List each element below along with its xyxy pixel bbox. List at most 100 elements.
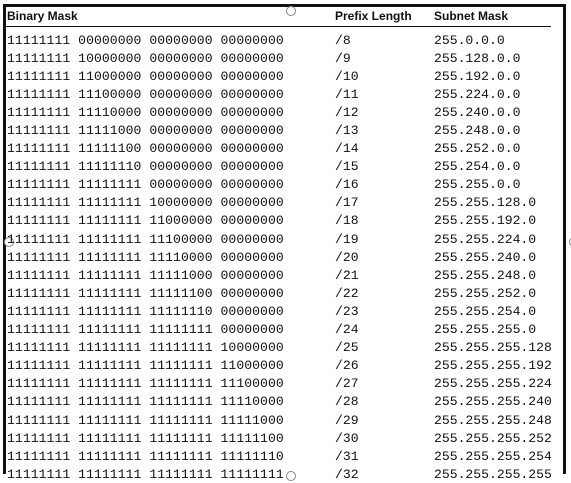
binary-mask-cell: 11111111 11111111 00000000 00000000	[7, 177, 284, 193]
subnet-mask-cell: 255.255.224.0	[434, 231, 537, 247]
prefix-length-cell: /25	[335, 340, 359, 356]
subnet-mask-cell: 255.224.0.0	[434, 86, 521, 102]
binary-mask-cell: 11111111 10000000 00000000 00000000	[7, 50, 284, 66]
binary-mask-cell: 11111111 11111111 11111000 00000000	[7, 267, 284, 283]
prefix-length-cell: /31	[335, 448, 359, 464]
subnet-mask-cell: 255.255.255.224	[434, 376, 552, 392]
table-header: Binary Mask Prefix Length Subnet Mask	[6, 7, 564, 25]
prefix-length-cell: /17	[335, 195, 359, 211]
prefix-length-cell: /15	[335, 159, 359, 175]
table-row: 11111111 11111111 11111111 00000000/24 25…	[6, 321, 564, 339]
prefix-length-cell: /21	[335, 267, 359, 283]
prefix-length-cell: /13	[335, 123, 359, 139]
subnet-mask-cell: 255.255.252.0	[434, 285, 537, 301]
binary-mask-cell: 11111111 11111111 11111111 11111100	[7, 430, 284, 446]
subnet-mask-cell: 255.255.255.254	[434, 448, 552, 464]
table-row: 11111111 11100000 00000000 00000000/11 25…	[6, 85, 564, 103]
subnet-mask-cell: 255.255.128.0	[434, 195, 537, 211]
subnet-mask-cell: 255.255.248.0	[434, 267, 537, 283]
prefix-length-cell: /20	[335, 249, 359, 265]
subnet-mask-cell: 255.255.254.0	[434, 303, 537, 319]
subnet-mask-cell: 255.248.0.0	[434, 123, 521, 139]
table-row: 11111111 11111111 11111110 00000000/23 25…	[6, 302, 564, 320]
subnet-mask-cell: 255.252.0.0	[434, 141, 521, 157]
prefix-length-cell: /26	[335, 358, 359, 374]
prefix-length-cell: /9	[335, 50, 351, 66]
prefix-length-cell: /19	[335, 231, 359, 247]
prefix-length-cell: /32	[335, 466, 359, 482]
binary-mask-cell: 11111111 11111111 11111111 11000000	[7, 358, 284, 374]
binary-mask-cell: 11111111 11110000 00000000 00000000	[7, 104, 284, 120]
binary-mask-cell: 11111111 11111110 00000000 00000000	[7, 159, 284, 175]
subnet-mask-cell: 255.255.255.252	[434, 430, 552, 446]
header-prefix-length: Prefix Length	[335, 9, 412, 23]
table-row: 11111111 11111111 11000000 00000000/18 25…	[6, 212, 564, 230]
subnet-mask-cell: 255.255.240.0	[434, 249, 537, 265]
subnet-mask-cell: 255.255.255.240	[434, 394, 552, 410]
table-row: 11111111 11111111 11111111 11111000/29 25…	[6, 411, 564, 429]
prefix-length-cell: /16	[335, 177, 359, 193]
binary-mask-cell: 11111111 11111111 11111111 11100000	[7, 376, 284, 392]
table-row: 11111111 11111111 11100000 00000000/19 25…	[6, 230, 564, 248]
header-binary-mask: Binary Mask	[7, 9, 78, 23]
subnet-mask-cell: 255.240.0.0	[434, 104, 521, 120]
prefix-length-cell: /30	[335, 430, 359, 446]
table-row: 11111111 11111111 11111111 11111110/31 25…	[6, 447, 564, 465]
binary-mask-cell: 11111111 11111111 11111110 00000000	[7, 303, 284, 319]
binary-mask-cell: 11111111 00000000 00000000 00000000	[7, 32, 284, 48]
binary-mask-cell: 11111111 11111111 11111111 11111000	[7, 412, 284, 428]
prefix-length-cell: /14	[335, 141, 359, 157]
prefix-length-cell: /10	[335, 68, 359, 84]
binary-mask-cell: 11111111 11111111 10000000 00000000	[7, 195, 284, 211]
table-row: 11111111 11111111 11111111 11100000/27 25…	[6, 375, 564, 393]
prefix-length-cell: /22	[335, 285, 359, 301]
table-row: 11111111 11111111 11110000 00000000/20 25…	[6, 248, 564, 266]
prefix-length-cell: /11	[335, 86, 359, 102]
prefix-length-cell: /27	[335, 376, 359, 392]
prefix-length-cell: /12	[335, 104, 359, 120]
subnet-mask-cell: 255.128.0.0	[434, 50, 521, 66]
binary-mask-cell: 11111111 11111111 11111111 11111111	[7, 466, 284, 482]
binary-mask-cell: 11111111 11111111 11111111 00000000	[7, 322, 284, 338]
subnet-mask-cell: 255.255.255.248	[434, 412, 552, 428]
table-row: 11111111 11111100 00000000 00000000/14 25…	[6, 140, 564, 158]
subnet-mask-cell: 255.255.255.255	[434, 466, 552, 482]
binary-mask-cell: 11111111 11111000 00000000 00000000	[7, 123, 284, 139]
table-body: 11111111 00000000 00000000 00000000/8 255…	[6, 31, 564, 483]
prefix-length-cell: /24	[335, 322, 359, 338]
table-row: 11111111 11111111 11111100 00000000/22 25…	[6, 284, 564, 302]
table-row: 11111111 11000000 00000000 00000000/10 25…	[6, 67, 564, 85]
subnet-mask-cell: 255.254.0.0	[434, 159, 521, 175]
subnet-mask-cell: 255.192.0.0	[434, 68, 521, 84]
prefix-length-cell: /18	[335, 213, 359, 229]
subnet-mask-cell: 255.255.255.192	[434, 358, 552, 374]
table-row: 11111111 11110000 00000000 00000000/12 25…	[6, 103, 564, 121]
subnet-mask-cell: 255.255.192.0	[434, 213, 537, 229]
table-row: 11111111 11111111 11111111 11110000/28 25…	[6, 393, 564, 411]
subnet-mask-cell: 255.0.0.0	[434, 32, 505, 48]
header-divider	[6, 26, 551, 27]
binary-mask-cell: 11111111 11111100 00000000 00000000	[7, 141, 284, 157]
subnet-mask-table: Binary Mask Prefix Length Subnet Mask 11…	[6, 7, 564, 483]
subnet-mask-cell: 255.255.255.128	[434, 340, 552, 356]
subnet-mask-cell: 255.255.255.0	[434, 322, 537, 338]
prefix-length-cell: /29	[335, 412, 359, 428]
table-row: 11111111 11111111 11111111 10000000/25 25…	[6, 339, 564, 357]
table-row: 11111111 11111000 00000000 00000000/13 25…	[6, 121, 564, 139]
table-row: 11111111 11111111 10000000 00000000/17 25…	[6, 194, 564, 212]
table-row: 11111111 10000000 00000000 00000000/9 255…	[6, 49, 564, 67]
subnet-mask-cell: 255.255.0.0	[434, 177, 521, 193]
binary-mask-cell: 11111111 11111111 11100000 00000000	[7, 231, 284, 247]
table-row: 11111111 11111111 00000000 00000000/16 25…	[6, 176, 564, 194]
resize-handle-top[interactable]	[286, 6, 296, 16]
table-row: 11111111 11111111 11111111 11111100/30 25…	[6, 429, 564, 447]
binary-mask-cell: 11111111 11111111 11111111 11111110	[7, 448, 284, 464]
binary-mask-cell: 11111111 11111111 11111111 10000000	[7, 340, 284, 356]
table-row: 11111111 11111111 11111111 11111111/32 25…	[6, 465, 564, 483]
binary-mask-cell: 11111111 11000000 00000000 00000000	[7, 68, 284, 84]
resize-handle-left[interactable]	[4, 237, 14, 247]
binary-mask-cell: 11111111 11111111 11111111 11110000	[7, 394, 284, 410]
binary-mask-cell: 11111111 11111111 11110000 00000000	[7, 249, 284, 265]
header-subnet-mask: Subnet Mask	[434, 9, 509, 23]
prefix-length-cell: /28	[335, 394, 359, 410]
